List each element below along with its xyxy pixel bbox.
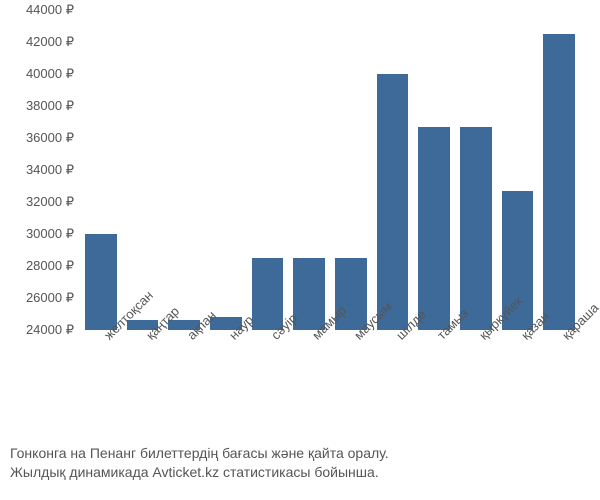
y-tick-label: 38000 ₽: [26, 98, 74, 114]
bar: [543, 34, 575, 330]
y-tick-label: 36000 ₽: [26, 130, 74, 146]
y-tick-label: 24000 ₽: [26, 322, 74, 338]
x-tick-label: желтоқсан: [85, 332, 117, 442]
x-tick-label: қаңтар: [127, 332, 159, 442]
bar: [252, 258, 284, 330]
x-tick-label: мамыр: [293, 332, 325, 442]
y-tick-label: 44000 ₽: [26, 2, 74, 18]
x-tick-label: шілде: [377, 332, 409, 442]
y-tick-label: 26000 ₽: [26, 290, 74, 306]
y-tick-label: 34000 ₽: [26, 162, 74, 178]
x-tick-label: сәуір: [252, 332, 284, 442]
y-tick-label: 30000 ₽: [26, 226, 74, 242]
caption-line-1: Гонконга на Пенанг билеттердің бағасы жә…: [10, 444, 600, 463]
caption-line-2: Жылдық динамикада Avticket.kz статистика…: [10, 463, 600, 482]
bar: [460, 127, 492, 330]
x-tick-label: қыркүйек: [460, 332, 492, 442]
x-tick-label: наур: [210, 332, 242, 442]
x-tick-label: қазан: [502, 332, 534, 442]
y-tick-label: 28000 ₽: [26, 258, 74, 274]
bar: [418, 127, 450, 330]
x-axis: желтоқсан қаңтар ақпан наур сәуір мамыр маусым…: [80, 332, 580, 442]
y-tick-label: 40000 ₽: [26, 66, 74, 82]
bar: [85, 234, 117, 330]
chart-caption: Гонконга на Пенанг билеттердің бағасы жә…: [0, 444, 600, 482]
bar: [377, 74, 409, 330]
bars-group: [80, 10, 580, 330]
price-chart: 24000 ₽ 26000 ₽ 28000 ₽ 30000 ₽ 32000 ₽ 34000…: [0, 0, 600, 500]
y-tick-label: 42000 ₽: [26, 34, 74, 50]
x-tick-label: ақпан: [168, 332, 200, 442]
x-tick-label: тамыз: [418, 332, 450, 442]
x-tick-label: қараша: [543, 332, 575, 442]
y-axis: 24000 ₽26000 ₽28000 ₽30000 ₽32000 ₽34000…: [0, 10, 78, 330]
x-tick-label: маусым: [335, 332, 367, 442]
y-tick-label: 32000 ₽: [26, 194, 74, 210]
plot-area: [80, 10, 580, 330]
